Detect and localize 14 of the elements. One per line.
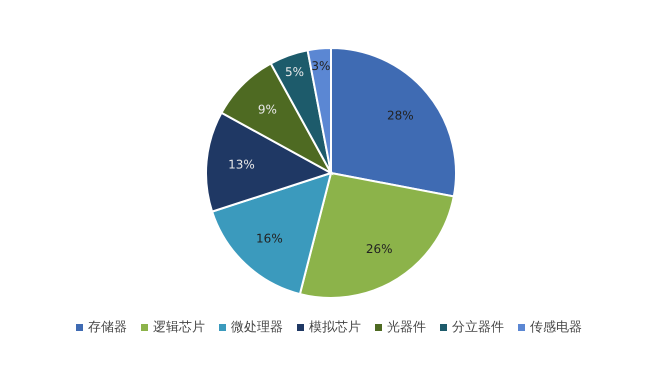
legend-label: 分立器件: [451, 319, 504, 336]
data-label: 5%: [285, 64, 304, 79]
legend-label: 传感电器: [529, 319, 582, 336]
legend-label: 存储器: [87, 319, 127, 336]
data-label: 3%: [311, 58, 330, 73]
data-label: 28%: [387, 108, 414, 123]
data-label: 26%: [366, 242, 393, 256]
data-label: 9%: [258, 102, 277, 116]
legend-label: 逻辑芯片: [152, 319, 205, 336]
legend-label: 微处理器: [230, 319, 283, 336]
legend-label: 模拟芯片: [308, 319, 361, 336]
data-label: 16%: [256, 232, 283, 246]
legend-label: 光器件: [386, 319, 426, 336]
data-label: 13%: [228, 158, 255, 172]
